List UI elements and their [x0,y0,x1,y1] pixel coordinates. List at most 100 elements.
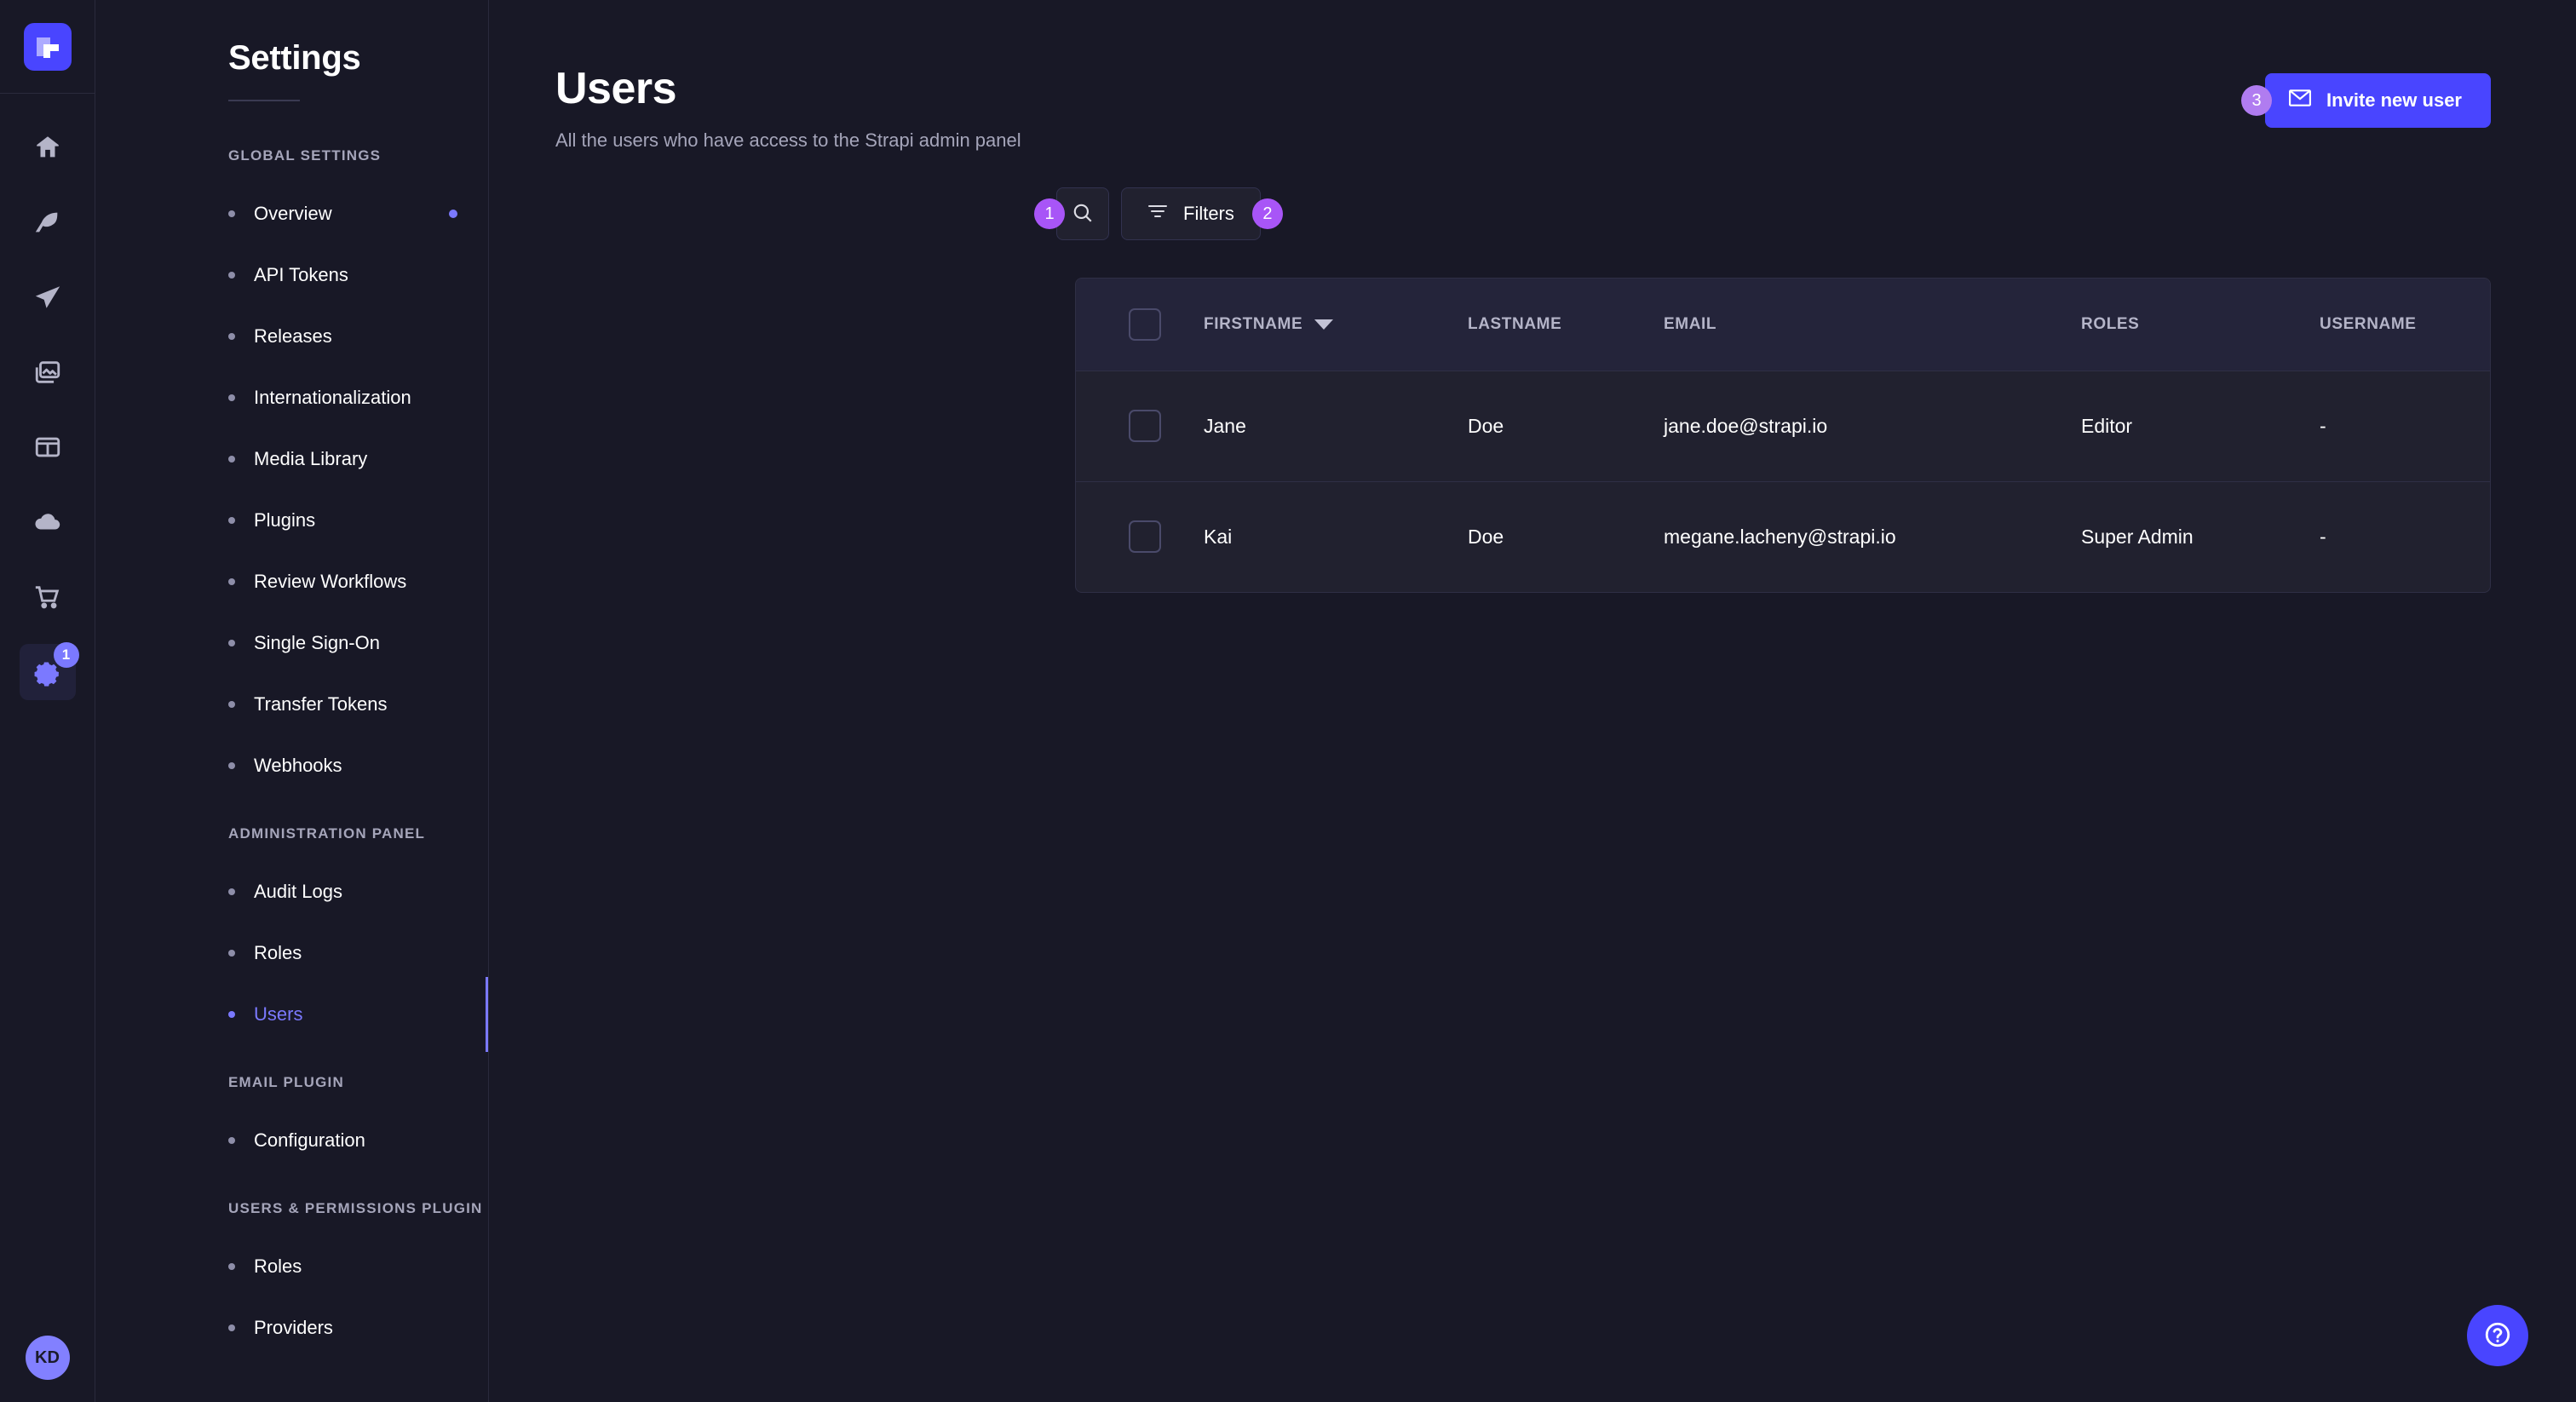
invite-new-user-label: Invite new user [2326,89,2462,111]
bullet-icon [228,578,235,585]
rail-item-content-type-builder[interactable] [20,269,76,325]
sidebar-item-roles-admin[interactable]: Roles [95,922,488,984]
main-content: Users All the users who have access to t… [489,0,2576,1402]
users-table-container: FIRSTNAME LASTNAME EMAIL ROLES [1075,278,2491,593]
step-badge-3: 3 [2241,85,2273,116]
page-subtitle: All the users who have access to the Str… [555,129,1021,151]
row-checkbox[interactable] [1129,410,1161,442]
sidebar-item-label: Configuration [254,1129,365,1151]
header-email[interactable]: EMAIL [1664,279,2081,371]
help-button[interactable] [2467,1305,2528,1366]
cell-lastname: Doe [1468,525,1504,548]
sidebar-item-api-tokens[interactable]: API Tokens [95,244,488,306]
bullet-icon [228,394,235,401]
sidebar-item-media-library[interactable]: Media Library [95,428,488,490]
header-lastname-label: LASTNAME [1468,314,1562,333]
header-lastname[interactable]: LASTNAME [1468,279,1664,371]
chevron-down-icon[interactable] [1314,319,1334,330]
cell-roles: Super Admin [2081,525,2194,548]
sidebar-item-overview[interactable]: Overview [95,183,488,244]
sidebar-item-internationalization[interactable]: Internationalization [95,367,488,428]
nav-section-administration-panel: ADMINISTRATION PANEL [228,825,426,842]
rail-item-list: 1 [0,119,95,719]
logo-container [0,0,95,94]
header-roles[interactable]: ROLES [2081,279,2320,371]
select-all-checkbox[interactable] [1129,307,1161,341]
nav-list-users-permissions-plugin: Roles Providers [95,1236,488,1359]
sidebar-item-review-workflows[interactable]: Review Workflows [95,551,488,612]
sidebar-item-label: Single Sign-On [254,632,380,653]
nav-list-email-plugin: Configuration [95,1110,488,1171]
bullet-icon [228,272,235,279]
bullet-icon [228,1324,235,1331]
table-row[interactable]: Kai Doe megane.lacheny@strapi.io Super A… [1076,481,2490,592]
sidebar-item-audit-logs[interactable]: Audit Logs [95,861,488,922]
sidebar-item-webhooks[interactable]: Webhooks [95,735,488,796]
rail-item-media-library[interactable] [20,344,76,400]
sidebar-item-label: Providers [254,1317,333,1338]
header-firstname[interactable]: FIRSTNAME [1204,279,1468,371]
bullet-icon [228,210,235,217]
search-icon [1072,202,1094,227]
cell-lastname: Doe [1468,414,1504,437]
sidebar-divider [228,100,300,101]
avatar[interactable]: KD [25,1336,70,1380]
table-row[interactable]: Jane Doe jane.doe@strapi.io Editor - Ina… [1076,371,2490,481]
header-roles-label: ROLES [2081,314,2140,333]
header-username-label: USERNAME [2320,314,2417,333]
rail-item-content-manager[interactable] [20,194,76,250]
page-header-actions: 3 Invite new user [2241,73,2491,128]
sidebar-item-label: Releases [254,325,332,347]
bullet-icon [228,1011,235,1018]
row-select-cell [1076,371,1204,481]
strapi-logo-icon[interactable] [23,22,72,71]
sidebar-item-configuration[interactable]: Configuration [95,1110,488,1171]
sidebar-item-label: Audit Logs [254,881,342,902]
page-header: Users All the users who have access to t… [489,0,2576,152]
sidebar-item-transfer-tokens[interactable]: Transfer Tokens [95,674,488,735]
rail-item-settings[interactable]: 1 [19,642,79,700]
notification-dot-icon [449,210,457,218]
home-icon [33,133,62,162]
row-checkbox[interactable] [1129,520,1161,554]
icon-rail: 1 KD [0,0,95,1402]
question-circle-icon [2483,1320,2512,1352]
rail-item-home[interactable] [20,119,76,175]
filter-icon [1147,203,1168,225]
invite-new-user-button[interactable]: Invite new user [2265,73,2491,128]
bullet-icon [228,456,235,463]
sidebar-item-label: Webhooks [254,755,342,776]
nav-list-administration-panel: Audit Logs Roles Users [95,861,488,1052]
rail-item-pages[interactable] [20,419,76,475]
sidebar-item-roles-plugin[interactable]: Roles [95,1236,488,1297]
table-head: FIRSTNAME LASTNAME EMAIL ROLES [1076,279,2490,371]
images-icon [33,358,62,387]
cell-username: - [2320,525,2326,548]
sidebar-item-users[interactable]: Users [95,977,488,1052]
sidebar-item-single-sign-on[interactable]: Single Sign-On [95,612,488,674]
table-body: Jane Doe jane.doe@strapi.io Editor - Ina… [1076,371,2490,592]
sidebar-item-releases[interactable]: Releases [95,306,488,367]
bullet-icon [228,762,235,769]
settings-badge: 1 [53,642,79,668]
gear-icon [32,657,63,687]
cloud-icon [33,508,62,537]
cell-firstname: Jane [1204,414,1246,437]
nav-section-email-plugin: EMAIL PLUGIN [228,1074,344,1090]
sidebar-item-label: API Tokens [254,264,348,285]
step-badge-2: 2 [1251,198,1283,229]
bullet-icon [228,1263,235,1270]
sidebar-item-providers[interactable]: Providers [95,1297,488,1359]
header-username[interactable]: USERNAME [2320,279,2490,371]
bullet-icon [228,333,235,340]
rail-item-marketplace[interactable] [20,569,76,625]
sidebar-item-plugins[interactable]: Plugins [95,490,488,551]
rail-item-cloud[interactable] [20,494,76,550]
sidebar-item-label: Roles [254,1255,302,1277]
filters-button[interactable]: Filters [1121,187,1261,240]
nav-section-users-permissions-plugin: USERS & PERMISSIONS PLUGIN [228,1200,483,1216]
sidebar-item-label: Media Library [254,448,368,469]
bullet-icon [228,888,235,895]
bullet-icon [228,950,235,957]
